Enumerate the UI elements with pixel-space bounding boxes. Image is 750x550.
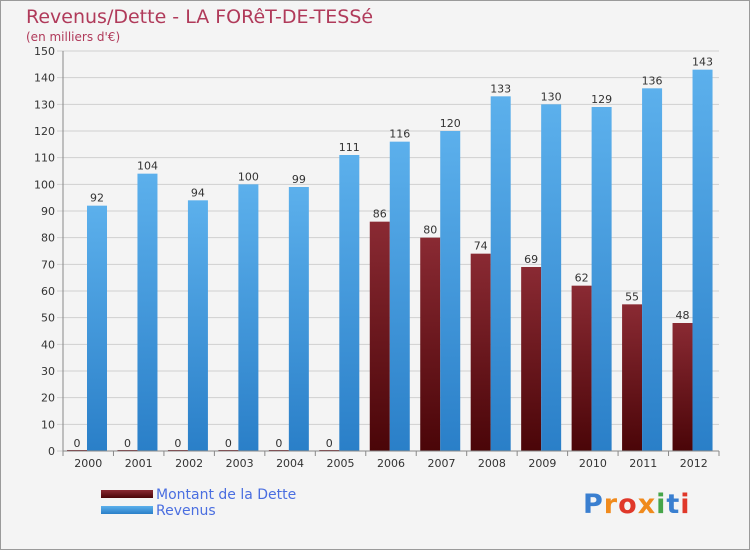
logo-letter: r bbox=[603, 489, 619, 520]
logo-letter: i bbox=[680, 489, 691, 520]
bar-revenus bbox=[591, 107, 612, 451]
x-tick-label: 2004 bbox=[276, 457, 304, 470]
data-label-debt: 0 bbox=[326, 437, 333, 450]
y-tick-label: 70 bbox=[41, 258, 55, 271]
logo-letter: P bbox=[583, 489, 604, 520]
data-label-debt: 62 bbox=[575, 272, 589, 285]
y-tick-label: 60 bbox=[41, 285, 55, 298]
data-label-debt: 48 bbox=[676, 309, 690, 322]
y-tick-label: 20 bbox=[41, 392, 55, 405]
data-label-revenus: 143 bbox=[692, 56, 713, 69]
y-tick-label: 0 bbox=[48, 445, 55, 458]
y-tick-label: 90 bbox=[41, 205, 55, 218]
x-tick-label: 2012 bbox=[680, 457, 708, 470]
logo-letter: x bbox=[637, 489, 657, 520]
bar-revenus bbox=[541, 104, 562, 451]
x-tick-label: 2005 bbox=[327, 457, 355, 470]
logo-letter: o bbox=[618, 489, 638, 520]
data-label-debt: 0 bbox=[124, 437, 131, 450]
y-tick-label: 130 bbox=[34, 98, 55, 111]
data-label-debt: 74 bbox=[474, 240, 488, 253]
bar-revenus bbox=[440, 131, 461, 451]
y-tick-label: 110 bbox=[34, 152, 55, 165]
data-label-revenus: 104 bbox=[137, 160, 158, 173]
bar-revenus bbox=[490, 96, 511, 451]
data-label-debt: 55 bbox=[625, 290, 639, 303]
bar-revenus bbox=[288, 187, 309, 451]
legend-swatch-revenus bbox=[101, 506, 153, 514]
x-tick-label: 2006 bbox=[377, 457, 405, 470]
data-label-revenus: 100 bbox=[238, 170, 259, 183]
bar-debt bbox=[521, 267, 542, 451]
y-tick-label: 150 bbox=[34, 45, 55, 58]
bar-revenus bbox=[389, 141, 410, 451]
data-label-debt: 0 bbox=[225, 437, 232, 450]
y-tick-label: 10 bbox=[41, 418, 55, 431]
data-label-debt: 69 bbox=[524, 253, 538, 266]
y-tick-label: 40 bbox=[41, 338, 55, 351]
bar-debt bbox=[369, 221, 390, 451]
data-label-revenus: 130 bbox=[541, 90, 562, 103]
proxiti-logo: Proxiti bbox=[583, 489, 691, 520]
data-label-revenus: 120 bbox=[440, 117, 461, 130]
x-tick-label: 2003 bbox=[226, 457, 254, 470]
data-label-revenus: 136 bbox=[642, 74, 663, 87]
data-label-revenus: 111 bbox=[339, 141, 360, 154]
bar-debt bbox=[672, 323, 693, 451]
data-label-debt: 0 bbox=[275, 437, 282, 450]
bar-revenus bbox=[137, 173, 158, 451]
x-tick-label: 2008 bbox=[478, 457, 506, 470]
bar-debt bbox=[470, 253, 491, 451]
legend-label-revenus: Revenus bbox=[156, 503, 216, 519]
y-tick-label: 50 bbox=[41, 312, 55, 325]
data-label-revenus: 92 bbox=[90, 192, 104, 205]
data-label-debt: 0 bbox=[74, 437, 81, 450]
x-tick-label: 2007 bbox=[427, 457, 455, 470]
legend-label-debt: Montant de la Dette bbox=[156, 487, 297, 503]
y-tick-label: 100 bbox=[34, 178, 55, 191]
data-label-debt: 86 bbox=[373, 208, 387, 221]
x-tick-label: 2001 bbox=[125, 457, 153, 470]
y-tick-label: 30 bbox=[41, 365, 55, 378]
bar-revenus bbox=[238, 184, 259, 452]
data-label-revenus: 116 bbox=[389, 128, 410, 141]
x-tick-label: 2002 bbox=[175, 457, 203, 470]
data-label-debt: 0 bbox=[174, 437, 181, 450]
y-tick-label: 120 bbox=[34, 125, 55, 138]
bar-revenus bbox=[87, 205, 107, 451]
y-tick-label: 80 bbox=[41, 232, 55, 245]
chart-title: Revenus/Dette - LA FORêT-DE-TESSé bbox=[26, 6, 374, 28]
y-tick-label: 140 bbox=[34, 72, 55, 85]
x-tick-label: 2009 bbox=[528, 457, 556, 470]
bar-debt bbox=[571, 285, 592, 451]
data-label-revenus: 133 bbox=[490, 82, 511, 95]
x-tick-label: 2000 bbox=[74, 457, 102, 470]
bar-revenus bbox=[339, 155, 360, 451]
bar-revenus bbox=[692, 69, 713, 452]
x-tick-label: 2011 bbox=[629, 457, 657, 470]
data-label-revenus: 99 bbox=[292, 173, 306, 186]
data-label-debt: 80 bbox=[423, 224, 437, 237]
logo-letter: i bbox=[656, 489, 667, 520]
logo-letter: t bbox=[666, 489, 681, 520]
bar-debt bbox=[622, 304, 643, 451]
bar-revenus bbox=[642, 88, 663, 451]
x-tick-label: 2010 bbox=[579, 457, 607, 470]
legend-swatch-debt bbox=[101, 490, 153, 498]
data-label-revenus: 94 bbox=[191, 186, 205, 199]
bar-debt bbox=[420, 237, 441, 451]
bar-revenus bbox=[187, 200, 208, 451]
data-label-revenus: 129 bbox=[591, 93, 612, 106]
chart-subtitle: (en milliers d'€) bbox=[26, 30, 121, 44]
